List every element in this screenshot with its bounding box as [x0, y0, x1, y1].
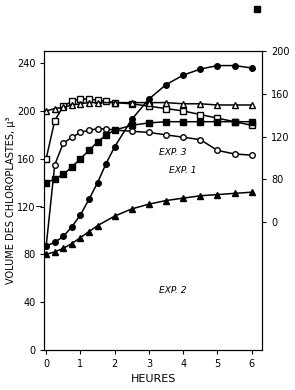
Text: EXP. 3: EXP. 3 — [159, 148, 187, 157]
X-axis label: HEURES: HEURES — [130, 374, 176, 385]
Text: EXP. 2: EXP. 2 — [159, 285, 187, 294]
Y-axis label: VOLUME DES CHLOROPLASTES, μ³: VOLUME DES CHLOROPLASTES, μ³ — [6, 117, 16, 284]
Text: EXP. 1: EXP. 1 — [169, 166, 197, 175]
